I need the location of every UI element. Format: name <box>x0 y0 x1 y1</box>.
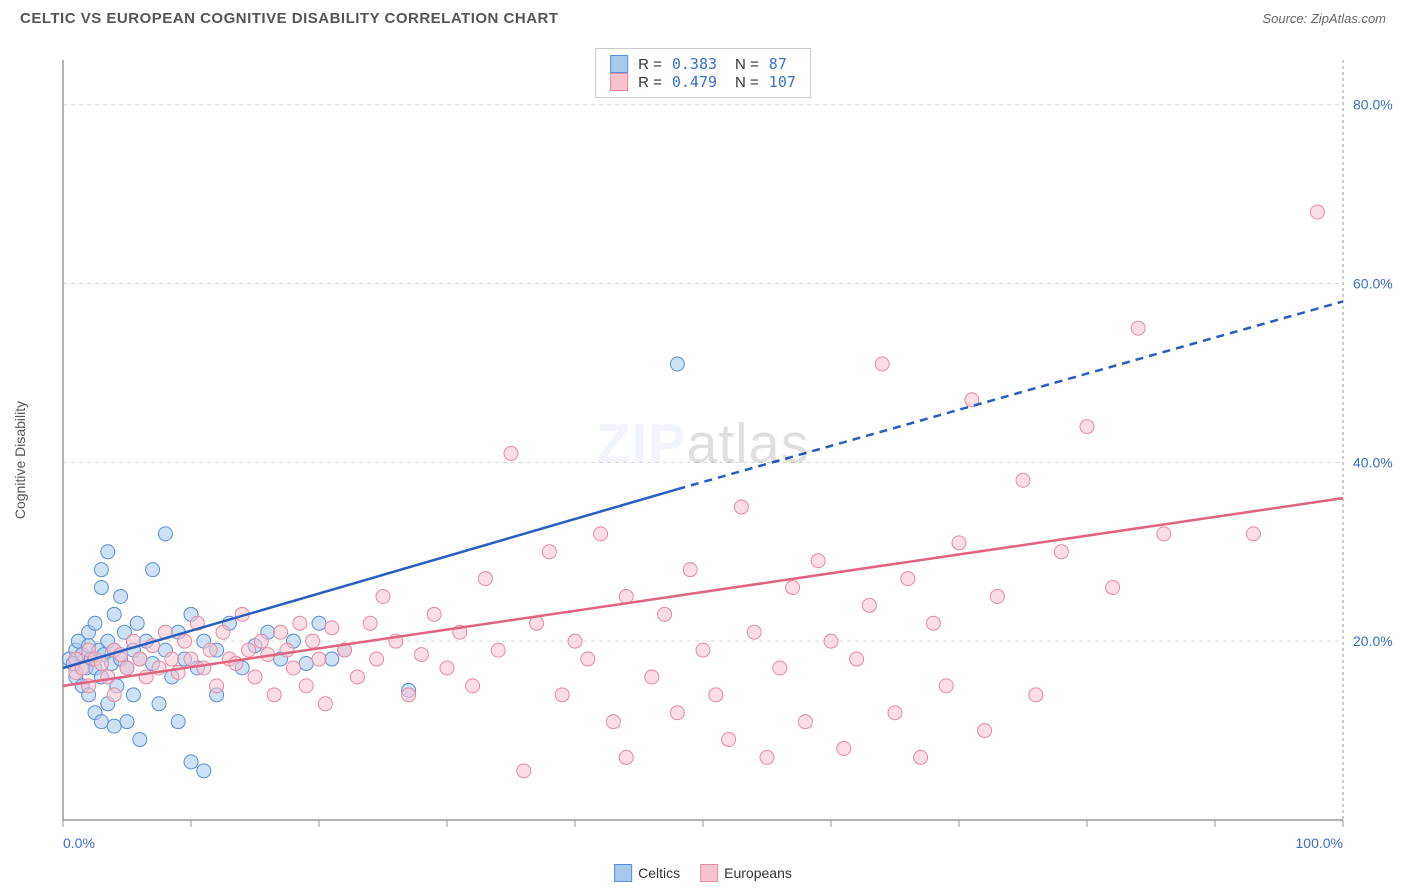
svg-text:0.0%: 0.0% <box>63 835 95 851</box>
svg-text:100.0%: 100.0% <box>1296 835 1343 851</box>
r-value: 0.383 <box>672 55 717 73</box>
svg-text:40.0%: 40.0% <box>1353 454 1393 470</box>
r-label: R = <box>638 56 662 73</box>
legend-row: R = 0.479 N = 107 <box>610 73 796 91</box>
scatter-chart: 20.0% 40.0% 60.0% 80.0% 0.0% 100.0% <box>12 40 1394 880</box>
legend-swatch <box>610 73 628 91</box>
legend-label: Celtics <box>638 865 680 881</box>
legend-item: Europeans <box>700 864 792 882</box>
series-legend: Celtics Europeans <box>614 864 792 882</box>
legend-label: Europeans <box>724 865 792 881</box>
svg-text:60.0%: 60.0% <box>1353 276 1393 292</box>
n-label: N = <box>735 56 759 73</box>
y-axis-label: Cognitive Disability <box>12 401 28 519</box>
legend-swatch <box>700 864 718 882</box>
legend-swatch <box>614 864 632 882</box>
chart-container: Cognitive Disability 20.0% 40.0% 60.0% 80.0… <box>12 40 1394 880</box>
svg-text:80.0%: 80.0% <box>1353 97 1393 113</box>
n-value: 87 <box>769 55 787 73</box>
n-value: 107 <box>769 73 796 91</box>
svg-text:20.0%: 20.0% <box>1353 633 1393 649</box>
r-value: 0.479 <box>672 73 717 91</box>
r-label: R = <box>638 74 662 91</box>
correlation-legend: R = 0.383 N = 87 R = 0.479 N = 107 <box>595 48 811 98</box>
source-attribution: Source: ZipAtlas.com <box>1262 11 1386 26</box>
legend-item: Celtics <box>614 864 680 882</box>
chart-title: CELTIC VS EUROPEAN COGNITIVE DISABILITY … <box>20 10 559 27</box>
legend-row: R = 0.383 N = 87 <box>610 55 796 73</box>
legend-swatch <box>610 55 628 73</box>
n-label: N = <box>735 74 759 91</box>
